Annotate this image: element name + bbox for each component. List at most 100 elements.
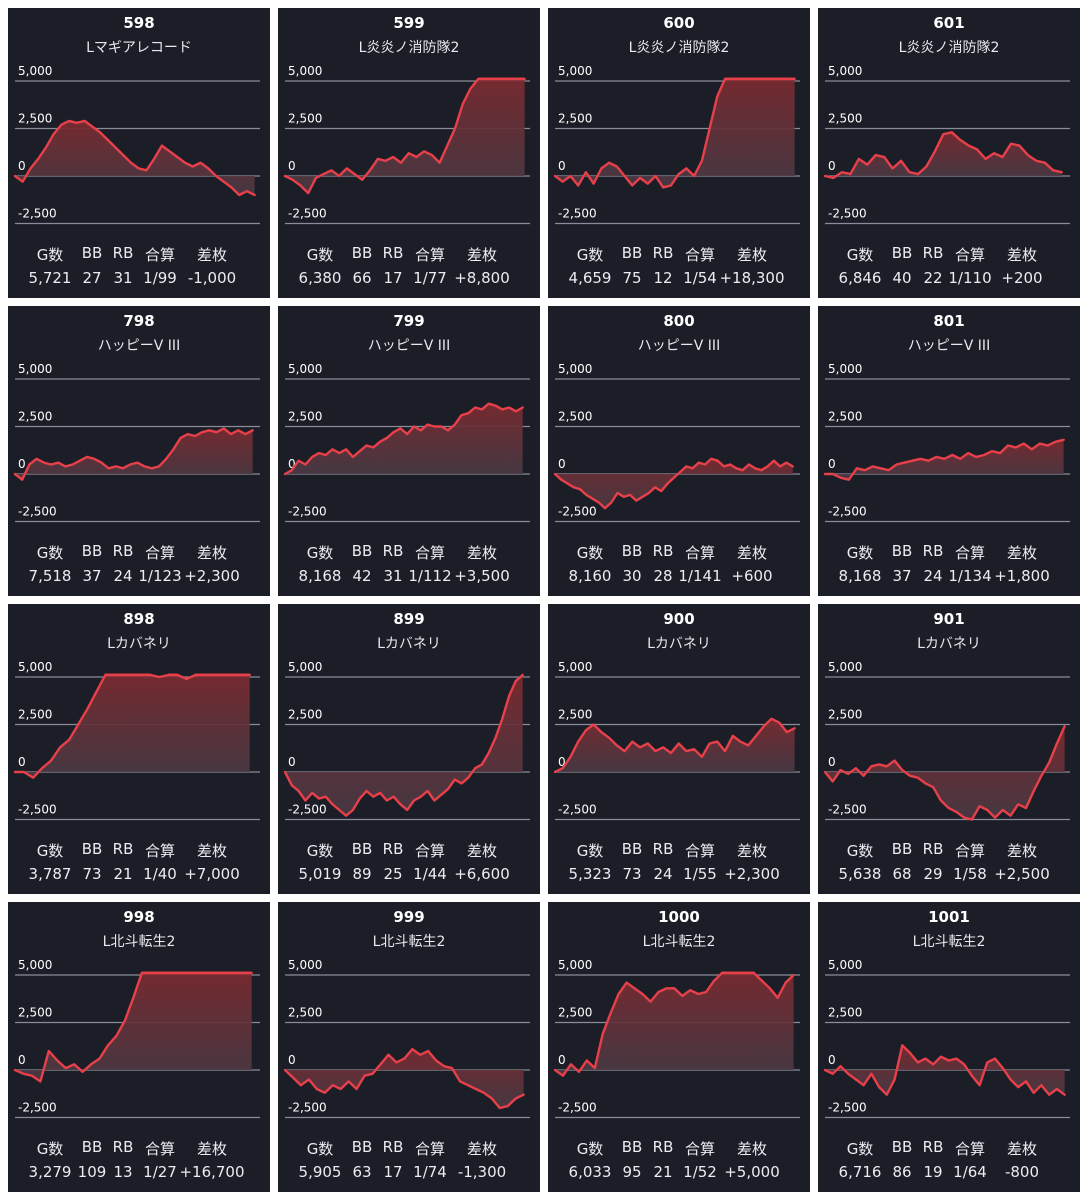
diff-line [13,427,254,481]
stat-header-rb: RB [382,244,404,262]
stat-header-diff: 差枚 [1006,1140,1038,1158]
machine-card[interactable]: 898 Lカバネリ 5,000 2,500 0 -2,500 G数 3,787 BB 73 RB 21… [8,604,270,894]
machine-number: 801 [933,312,965,330]
diff-chart: 5,000 2,500 0 -2,500 [13,362,260,523]
machine-card[interactable]: 901 Lカバネリ 5,000 2,500 0 -2,500 G数 5,638 BB 68 RB 29… [818,604,1080,894]
stat-value-rb: 17 [383,269,403,287]
stat-header-combined: 合算 [684,246,716,264]
stat-header-bb: BB [351,244,373,262]
stat-value-bb: 73 [622,865,642,883]
y-tick-label: -2,500 [558,803,597,817]
diff-area [555,971,794,1076]
stat-value-rb: 24 [923,567,943,585]
y-tick-label: -2,500 [828,1101,867,1115]
stat-header-bb: BB [621,840,643,858]
machine-card[interactable]: 601 L炎炎ノ消防隊2 5,000 2,500 0 -2,500 G数 6,846 BB 40 R… [818,8,1080,298]
stat-header-combined: 合算 [414,1140,446,1158]
y-tick-label: 2,500 [288,410,322,424]
stat-header-combined: 合算 [684,1140,716,1158]
machine-number: 600 [663,14,695,32]
stat-header-games: G数 [576,842,604,860]
y-tick-label: 0 [828,159,836,173]
y-tick-label: -2,500 [828,803,867,817]
stat-value-bb: 73 [82,865,102,883]
stat-header-diff: 差枚 [736,246,768,264]
machine-card[interactable]: 598 Lマギアレコード 5,000 2,500 0 -2,500 G数 5,721 BB 27 R… [8,8,270,298]
stat-value-rb: 31 [113,269,133,287]
machine-card[interactable]: 900 Lカバネリ 5,000 2,500 0 -2,500 G数 5,323 BB 73 RB 24… [548,604,810,894]
machine-card[interactable]: 801 ハッピーV III 5,000 2,500 0 -2,500 G数 8,168 BB 37… [818,306,1080,596]
stat-value-combined: 1/99 [143,269,177,287]
stat-value-diff: +2,300 [184,567,240,585]
y-tick-label: -2,500 [288,207,327,221]
stats-table: G数 3,279 BB 109 RB 13 合算 1/27 差枚 +16,700 [8,1136,270,1186]
stat-header-games: G数 [846,1140,874,1158]
stat-header-rb: RB [112,244,134,262]
stat-value-bb: 27 [82,269,102,287]
stat-value-diff: -1,300 [457,1163,507,1181]
stat-header-combined: 合算 [144,1140,176,1158]
stat-value-combined: 1/123 [138,567,182,585]
machine-card[interactable]: 899 Lカバネリ 5,000 2,500 0 -2,500 G数 5,019 BB 89 RB 25… [278,604,540,894]
y-tick-label: 2,500 [558,410,592,424]
stat-value-combined: 1/52 [683,1163,717,1181]
diff-area [285,673,523,816]
stat-value-games: 5,638 [838,865,882,883]
y-tick-label: 5,000 [288,362,322,376]
stat-value-diff: +200 [1001,269,1043,287]
stat-value-games: 4,659 [568,269,612,287]
stat-value-bb: 75 [622,269,642,287]
machine-card[interactable]: 998 L北斗転生2 5,000 2,500 0 -2,500 G数 3,279 BB 109 RB… [8,902,270,1192]
y-tick-label: -2,500 [288,1101,327,1115]
stat-header-rb: RB [922,244,944,262]
stat-value-games: 6,380 [298,269,342,287]
stat-value-bb: 37 [892,567,912,585]
diff-chart: 5,000 2,500 0 -2,500 [823,660,1070,821]
stat-header-rb: RB [922,542,944,560]
machine-number: 1000 [658,908,700,926]
diff-chart: 5,000 2,500 0 -2,500 [553,660,800,821]
machine-card[interactable]: 798 ハッピーV III 5,000 2,500 0 -2,500 G数 7,518 BB 37… [8,306,270,596]
stat-value-games: 8,168 [298,567,342,585]
stats-table: G数 8,168 BB 37 RB 24 合算 1/134 差枚 +1,800 [818,540,1080,590]
y-tick-label: 5,000 [18,958,52,972]
machine-name: L北斗転生2 [102,934,176,950]
machine-name: Lカバネリ [107,636,171,652]
machine-card[interactable]: 1000 L北斗転生2 5,000 2,500 0 -2,500 G数 6,033 BB 95 RB… [548,902,810,1192]
stat-header-combined: 合算 [144,544,176,562]
stat-header-rb: RB [652,542,674,560]
y-tick-label: -2,500 [828,207,867,221]
stat-value-diff: +18,300 [719,269,785,287]
stats-table: G数 6,380 BB 66 RB 17 合算 1/77 差枚 +8,800 [278,242,540,292]
stat-header-diff: 差枚 [466,246,498,264]
stat-value-combined: 1/64 [953,1163,987,1181]
stat-header-diff: 差枚 [736,544,768,562]
stat-value-rb: 31 [383,567,403,585]
stat-value-rb: 17 [383,1163,403,1181]
stat-header-combined: 合算 [144,246,176,264]
stat-header-rb: RB [382,840,404,858]
stat-value-bb: 37 [82,567,102,585]
y-tick-label: 2,500 [828,1006,862,1020]
stat-value-rb: 24 [113,567,133,585]
machine-card[interactable]: 999 L北斗転生2 5,000 2,500 0 -2,500 G数 5,905 BB 63 RB 1… [278,902,540,1192]
stat-header-combined: 合算 [144,842,176,860]
stat-value-games: 5,323 [568,865,612,883]
stat-header-combined: 合算 [684,842,716,860]
machine-card[interactable]: 800 ハッピーV III 5,000 2,500 0 -2,500 G数 8,160 BB 30… [548,306,810,596]
stat-header-rb: RB [382,1138,404,1156]
machine-card[interactable]: 599 L炎炎ノ消防隊2 5,000 2,500 0 -2,500 G数 6,380 BB 66 R… [278,8,540,298]
y-tick-label: 0 [828,1053,836,1067]
machine-card[interactable]: 799 ハッピーV III 5,000 2,500 0 -2,500 G数 8,168 BB 42… [278,306,540,596]
y-tick-label: 0 [18,457,26,471]
machine-card[interactable]: 1001 L北斗転生2 5,000 2,500 0 -2,500 G数 6,716 BB 86 RB… [818,902,1080,1192]
stats-table: G数 5,323 BB 73 RB 24 合算 1/55 差枚 +2,300 [548,838,810,888]
stat-value-games: 8,168 [838,567,882,585]
stat-header-games: G数 [306,842,334,860]
stat-value-games: 5,905 [298,1163,342,1181]
y-tick-label: 2,500 [828,410,862,424]
y-tick-label: 2,500 [828,708,862,722]
machine-card[interactable]: 600 L炎炎ノ消防隊2 5,000 2,500 0 -2,500 G数 4,659 BB 75 R… [548,8,810,298]
stats-table: G数 8,168 BB 42 RB 31 合算 1/112 差枚 +3,500 [278,540,540,590]
stats-table: G数 8,160 BB 30 RB 28 合算 1/141 差枚 +600 [548,540,810,590]
